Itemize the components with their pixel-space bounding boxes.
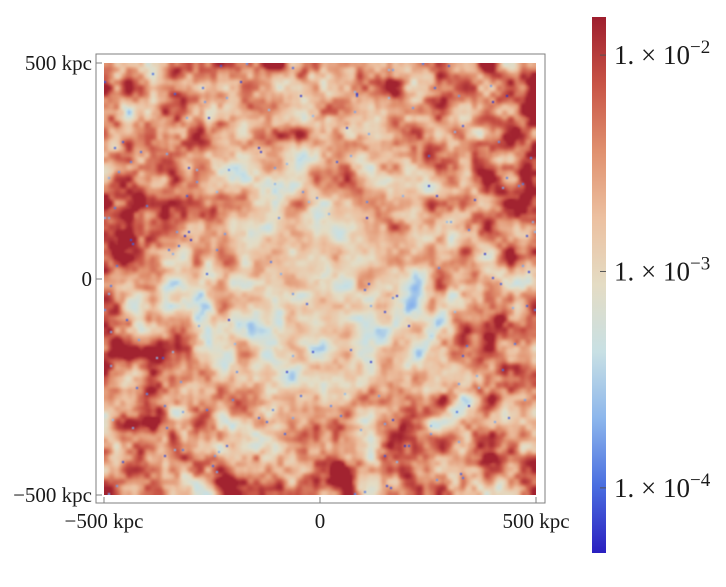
colorbar-tick-label: 1. × 10−4 bbox=[614, 470, 711, 503]
y-tick-label: −500 kpc bbox=[13, 483, 92, 507]
x-tick-label: −500 kpc bbox=[65, 509, 144, 533]
heatmap-field bbox=[104, 63, 536, 495]
y-axis-ticks: 500 kpc 0 −500 kpc bbox=[13, 51, 102, 507]
heatmap-image bbox=[104, 63, 536, 495]
colorbar-ticks: 1. × 10−2 1. × 10−3 1. × 10−4 bbox=[600, 37, 711, 503]
colorbar-tick-label: 1. × 10−2 bbox=[614, 37, 710, 70]
x-tick-label: 0 bbox=[315, 509, 326, 533]
colorbar bbox=[592, 17, 606, 553]
y-tick-label: 0 bbox=[82, 267, 93, 291]
y-tick-label: 500 kpc bbox=[25, 51, 92, 75]
x-tick-label: 500 kpc bbox=[502, 509, 569, 533]
colorbar-tick-label: 1. × 10−3 bbox=[614, 253, 710, 286]
x-axis-ticks: −500 kpc 0 500 kpc bbox=[65, 497, 570, 533]
